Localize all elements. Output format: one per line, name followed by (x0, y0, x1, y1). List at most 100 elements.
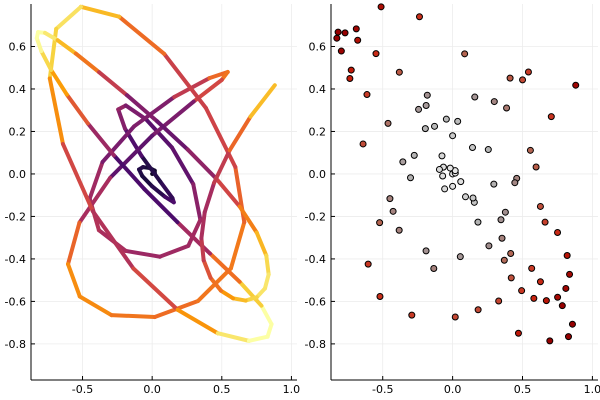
scatter-point (497, 216, 505, 224)
spiral-line-segment (39, 49, 54, 73)
scatter-point (442, 115, 450, 123)
spiral-line-segment (203, 105, 238, 169)
scatter-point (530, 294, 538, 302)
scatter-point (439, 172, 447, 180)
spiral-line-segment (150, 99, 196, 138)
scatter-point (347, 66, 355, 74)
scatter-point (572, 81, 580, 89)
spiral-line-segment (237, 279, 264, 308)
scatter-point (511, 179, 519, 187)
spiral-line-segment (202, 180, 217, 215)
spiral-line-segment (64, 92, 90, 126)
spiral-line-segment (191, 182, 203, 222)
spiral-line-segment (109, 313, 157, 320)
spiral-line-segment (199, 210, 207, 241)
spiral-line-segment (162, 51, 208, 110)
scatter-point (524, 68, 532, 76)
scatter-point (359, 140, 367, 148)
scatter-point (376, 292, 384, 300)
spiral-line-segment (208, 275, 223, 293)
scatter-point (469, 194, 477, 202)
scatter-point (456, 253, 464, 261)
spiral-line-segment (66, 220, 82, 267)
spiral-line-segment (237, 204, 259, 235)
y-tick-label: -0.2 (305, 210, 326, 223)
spiral-line-segment (108, 133, 155, 180)
spiral-line-segment (246, 334, 270, 343)
scatter-point (422, 247, 430, 255)
x-tick-label: 0.0 (444, 383, 462, 396)
x-tick-label: 1.0 (584, 383, 600, 396)
spiral-line-segment (199, 236, 206, 263)
spiral-line-segment (77, 175, 113, 225)
y-tick-label: 0.6 (9, 40, 27, 53)
spiral-line-segment (155, 119, 190, 152)
scatter-point (468, 144, 476, 152)
scatter-point (377, 3, 385, 11)
scatter-point (514, 329, 522, 337)
spiral-line-segment (123, 248, 162, 259)
scatter-point (423, 91, 431, 99)
scatter-point (507, 274, 515, 282)
spiral-line-segment (49, 68, 69, 97)
scatter-point (547, 113, 555, 121)
spiral-line-segment (90, 209, 136, 271)
spiral-line-segment (116, 107, 128, 131)
scatter-point (435, 165, 443, 173)
spiral-line-segment (150, 184, 168, 199)
scatter-point (395, 226, 403, 234)
y-tick-label: -0.4 (305, 253, 326, 266)
scatter-point (507, 250, 515, 258)
y-tick-label: 0.4 (309, 83, 327, 96)
spiral-line-segment (264, 253, 271, 277)
spiral-line-segment (54, 4, 83, 31)
scatter-point (451, 313, 459, 321)
scatter-point (431, 122, 439, 130)
scatter-point (421, 125, 429, 133)
scatter-point (541, 218, 549, 226)
scatter-point (568, 320, 576, 328)
x-tick-label: 1.0 (283, 383, 301, 396)
spiral-line-segment (158, 179, 175, 201)
scatter-point (490, 98, 498, 106)
spiral-line-segment (97, 70, 129, 98)
scatter-point (407, 174, 415, 182)
scatter-point (364, 260, 372, 268)
spiral-line-segment (265, 322, 274, 339)
scatter-point (341, 29, 349, 37)
scatter-point (415, 13, 423, 21)
y-tick-label: 0.0 (309, 168, 327, 181)
scatter-point (352, 25, 360, 33)
spiral-line-segment (212, 148, 232, 185)
scatter-point (506, 74, 514, 82)
spiral-line-segment (132, 95, 177, 129)
spiral-line-segment (73, 51, 102, 75)
scatter-point (554, 229, 562, 237)
scatter-point (346, 74, 354, 82)
spiral-line-segment (77, 294, 114, 318)
spiral-line-segment (248, 83, 277, 119)
spiral-line-segment (142, 186, 180, 225)
scatter-point (471, 93, 479, 101)
spiral-line-segment (254, 286, 267, 300)
spiral-line-segment (175, 220, 213, 256)
scatter-point (389, 207, 397, 215)
scatter-point (354, 36, 362, 44)
scatter-point (562, 284, 570, 292)
y-tick-label: -0.6 (305, 295, 326, 308)
spiral-line-segment (55, 38, 78, 56)
scatter-point (519, 76, 527, 84)
scatter-point (542, 297, 550, 305)
spiral-line-segment (42, 30, 60, 43)
scatter-point (528, 264, 536, 272)
spiral-line-segment (215, 331, 251, 343)
scatter-panel: -0.5 0.0 0.5 1.0 -0.8 -0.6 -0.4 -0.2 0.0 0.2 0.4 0.… (305, 3, 600, 396)
spiral-line-segment (100, 124, 137, 164)
scatter-point (449, 132, 457, 140)
scatter-point (462, 193, 470, 201)
scatter-point (446, 164, 454, 172)
scatter-point (457, 178, 465, 186)
spiral-line-segment (117, 14, 167, 56)
scatter-point (461, 50, 469, 58)
